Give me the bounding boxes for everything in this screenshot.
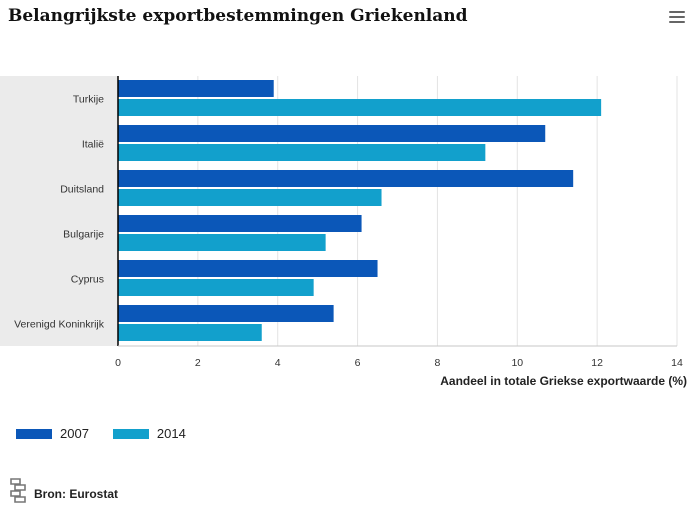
legend-swatch-2014 bbox=[112, 428, 149, 439]
legend-swatch-2007 bbox=[16, 428, 52, 439]
x-tick-label: 2 bbox=[195, 357, 201, 369]
bar-2014-1 bbox=[118, 144, 486, 161]
legend: 2007 2014 bbox=[16, 426, 186, 441]
bar-2007-3 bbox=[118, 215, 362, 232]
x-tick-label: 0 bbox=[115, 357, 121, 369]
category-label: Cyprus bbox=[71, 274, 104, 286]
bar-2007-0 bbox=[118, 80, 274, 97]
bar-2007-4 bbox=[118, 260, 378, 277]
chart-title: Belangrijkste exportbestemmingen Grieken… bbox=[8, 6, 468, 26]
bar-2014-5 bbox=[118, 324, 262, 341]
bar-2014-2 bbox=[118, 189, 382, 206]
category-label-background bbox=[0, 76, 118, 346]
x-tick-label: 8 bbox=[435, 357, 441, 369]
x-tick-label: 12 bbox=[591, 357, 603, 369]
x-tick-label: 4 bbox=[275, 357, 281, 369]
bar-2014-0 bbox=[118, 99, 602, 116]
cbs-logo-icon bbox=[10, 478, 26, 503]
bar-2007-2 bbox=[118, 170, 574, 187]
bar-2007-5 bbox=[118, 305, 334, 322]
bar-2014-4 bbox=[118, 279, 314, 296]
source-text: Bron: Eurostat bbox=[34, 487, 118, 501]
category-label: Verenigd Koninkrijk bbox=[14, 319, 105, 331]
x-axis-title: Aandeel in totale Griekse exportwaarde (… bbox=[440, 374, 687, 388]
category-label: Italië bbox=[82, 139, 104, 151]
category-label: Duitsland bbox=[60, 184, 104, 196]
category-label: Turkije bbox=[73, 94, 104, 106]
legend-item-2014[interactable]: 2014 bbox=[112, 426, 186, 441]
legend-label-2007: 2007 bbox=[60, 426, 89, 441]
x-tick-label: 6 bbox=[355, 357, 361, 369]
category-label: Bulgarije bbox=[63, 229, 104, 241]
x-tick-label: 14 bbox=[671, 357, 683, 369]
bar-2014-3 bbox=[118, 234, 326, 251]
legend-item-2007[interactable]: 2007 bbox=[16, 426, 89, 441]
legend-label-2014: 2014 bbox=[156, 426, 186, 441]
x-tick-label: 10 bbox=[511, 357, 523, 369]
bar-chart: Turkije Italië Duitsland Bulgarije Cyprus Ver… bbox=[0, 76, 687, 388]
source: Bron: Eurostat bbox=[8, 477, 118, 503]
bar-2007-1 bbox=[118, 125, 546, 142]
menu-icon[interactable] bbox=[669, 11, 685, 25]
